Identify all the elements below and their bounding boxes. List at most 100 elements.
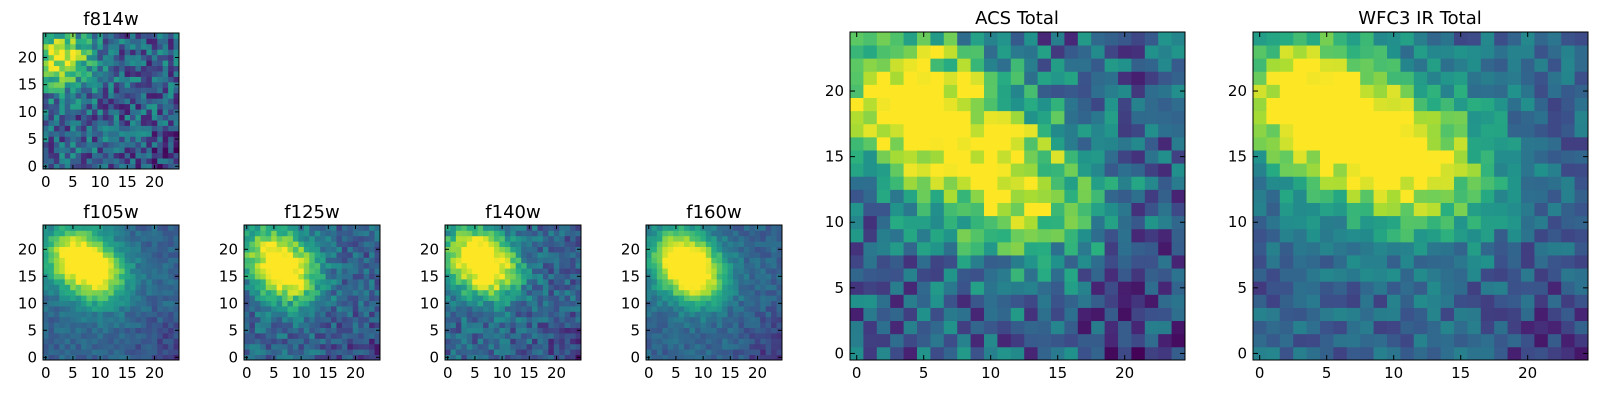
heatmap-cell <box>890 346 904 361</box>
heatmap-cell <box>890 176 904 190</box>
heatmap-cell <box>532 246 538 253</box>
heatmap-cell <box>564 289 571 296</box>
heatmap-cell <box>59 257 66 264</box>
heatmap-cell <box>876 241 891 256</box>
heatmap-cell <box>53 300 60 307</box>
heatmap-cell <box>1024 110 1038 125</box>
heatmap-cell <box>287 289 294 296</box>
heatmap-cell <box>510 343 517 350</box>
heatmap-cell <box>521 246 527 253</box>
heatmap-cell <box>341 354 348 361</box>
heatmap-cell <box>97 152 104 159</box>
heatmap-cell <box>943 136 958 151</box>
heatmap-cell <box>477 289 484 296</box>
heatmap-cell <box>1521 320 1535 335</box>
heatmap-cell <box>292 295 299 301</box>
heatmap-cell <box>320 327 326 334</box>
heatmap-cell <box>97 65 104 72</box>
heatmap-cell <box>455 343 462 350</box>
heatmap-cell <box>271 306 278 312</box>
heatmap-cell <box>1333 189 1348 203</box>
heatmap-cell <box>64 49 71 56</box>
heatmap-cell <box>369 230 375 237</box>
heatmap-cell <box>656 273 663 280</box>
heatmap-cell <box>667 279 674 285</box>
heatmap-cell <box>363 295 370 301</box>
heatmap-cell <box>1279 255 1294 269</box>
heatmap-cell <box>1494 58 1508 72</box>
heatmap-cell <box>504 306 511 312</box>
heatmap-cell <box>1077 176 1092 190</box>
heatmap-cell <box>1131 215 1146 230</box>
heatmap-cell <box>673 333 680 339</box>
heatmap-cell <box>81 163 87 170</box>
heatmap-cell <box>943 71 958 85</box>
heatmap-cell <box>320 316 326 323</box>
heatmap-cell <box>472 268 479 274</box>
heatmap-cell <box>173 316 180 323</box>
heatmap-cell <box>461 252 468 258</box>
heatmap-cell <box>510 235 517 242</box>
heatmap-cell <box>711 289 718 296</box>
heatmap-cell <box>667 316 674 323</box>
heatmap-cell <box>64 71 71 77</box>
heatmap-cell <box>119 252 125 258</box>
heatmap-cell <box>526 241 533 247</box>
heatmap-cell <box>135 279 142 285</box>
heatmap-cell <box>1467 110 1482 125</box>
heatmap-cell <box>157 60 164 67</box>
heatmap-cell <box>64 289 71 296</box>
heatmap-cell <box>997 294 1012 308</box>
heatmap-cell <box>91 295 98 301</box>
heatmap-cell <box>151 136 158 143</box>
heatmap-cell <box>553 268 560 274</box>
heatmap-cell <box>1454 71 1468 85</box>
heatmap-cell <box>727 311 734 318</box>
heatmap-cell <box>140 311 147 318</box>
heatmap-cell <box>1293 241 1307 256</box>
heatmap-cell <box>86 76 93 83</box>
heatmap-cell <box>1547 228 1562 243</box>
heatmap-cell <box>1547 71 1562 85</box>
heatmap-cell <box>673 262 680 269</box>
heatmap-cell <box>749 300 756 307</box>
heatmap-cell <box>997 123 1012 138</box>
heatmap-cell <box>711 284 718 291</box>
heatmap-cell <box>1467 202 1482 217</box>
heatmap-cell <box>771 268 777 274</box>
heatmap-cell <box>1507 320 1522 335</box>
heatmap-cell <box>53 130 60 137</box>
heatmap-cell <box>863 268 878 282</box>
heatmap-cell <box>461 306 468 312</box>
heatmap-cell <box>173 284 180 291</box>
heatmap-cell <box>157 289 164 296</box>
heatmap-cell <box>108 241 115 247</box>
heatmap-cell <box>53 125 60 132</box>
heatmap-cell <box>168 98 174 105</box>
heatmap-cell <box>466 262 473 269</box>
heatmap-cell <box>130 38 136 45</box>
heatmap-cell <box>1024 202 1038 217</box>
heatmap-cell <box>151 158 158 164</box>
heatmap-cell <box>564 349 571 355</box>
heatmap-cell <box>477 241 484 247</box>
heatmap-cell <box>363 252 370 258</box>
heatmap-cell <box>930 84 945 98</box>
heatmap-cell <box>1253 45 1267 59</box>
heatmap-cell <box>1467 176 1482 190</box>
heatmap-cell <box>298 322 305 328</box>
heatmap-cell <box>722 338 728 345</box>
heatmap-cell <box>711 311 718 318</box>
heatmap-cell <box>445 289 451 296</box>
heatmap-cell <box>455 327 462 334</box>
heatmap-cell <box>515 343 522 350</box>
heatmap-cell <box>124 109 131 115</box>
heatmap-cell <box>1360 255 1374 269</box>
heatmap-cell <box>254 338 261 345</box>
heatmap-cell <box>369 268 375 274</box>
heatmap-cell <box>1104 307 1119 322</box>
heatmap-cell <box>1104 202 1119 217</box>
heatmap-cell <box>776 230 783 237</box>
heatmap-cell <box>91 92 98 99</box>
heatmap-cell <box>548 273 555 280</box>
